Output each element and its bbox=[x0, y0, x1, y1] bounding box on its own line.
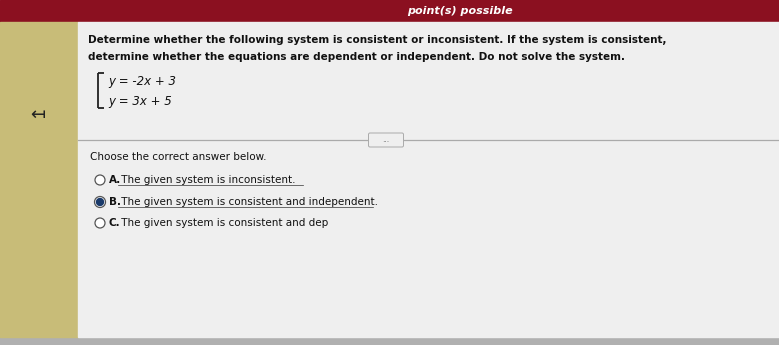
Text: A.: A. bbox=[109, 175, 122, 185]
Text: C.: C. bbox=[109, 218, 121, 228]
Bar bbox=[0, 22, 78, 337]
FancyBboxPatch shape bbox=[368, 133, 404, 147]
Text: determine whether the equations are dependent or independent. Do not solve the s: determine whether the equations are depe… bbox=[88, 52, 625, 62]
Bar bbox=[0, 337, 779, 345]
Circle shape bbox=[97, 198, 104, 206]
Text: The given system is consistent and independent.: The given system is consistent and indep… bbox=[118, 197, 378, 207]
Text: ...: ... bbox=[382, 136, 390, 145]
Bar bbox=[0, 0, 779, 22]
Bar bbox=[78, 22, 779, 337]
Text: B.: B. bbox=[109, 197, 121, 207]
Text: Choose the correct answer below.: Choose the correct answer below. bbox=[90, 152, 266, 162]
Text: y = -2x + 3: y = -2x + 3 bbox=[108, 76, 176, 89]
Text: Determine whether the following system is consistent or inconsistent. If the sys: Determine whether the following system i… bbox=[88, 35, 667, 45]
Circle shape bbox=[94, 197, 105, 207]
Text: point(s) possible: point(s) possible bbox=[407, 6, 513, 16]
Circle shape bbox=[95, 175, 105, 185]
Circle shape bbox=[95, 218, 105, 228]
Text: ↤: ↤ bbox=[30, 106, 45, 124]
Text: y = 3x + 5: y = 3x + 5 bbox=[108, 96, 171, 108]
Text: The given system is consistent and dep: The given system is consistent and dep bbox=[118, 218, 328, 228]
Text: The given system is inconsistent.: The given system is inconsistent. bbox=[118, 175, 295, 185]
